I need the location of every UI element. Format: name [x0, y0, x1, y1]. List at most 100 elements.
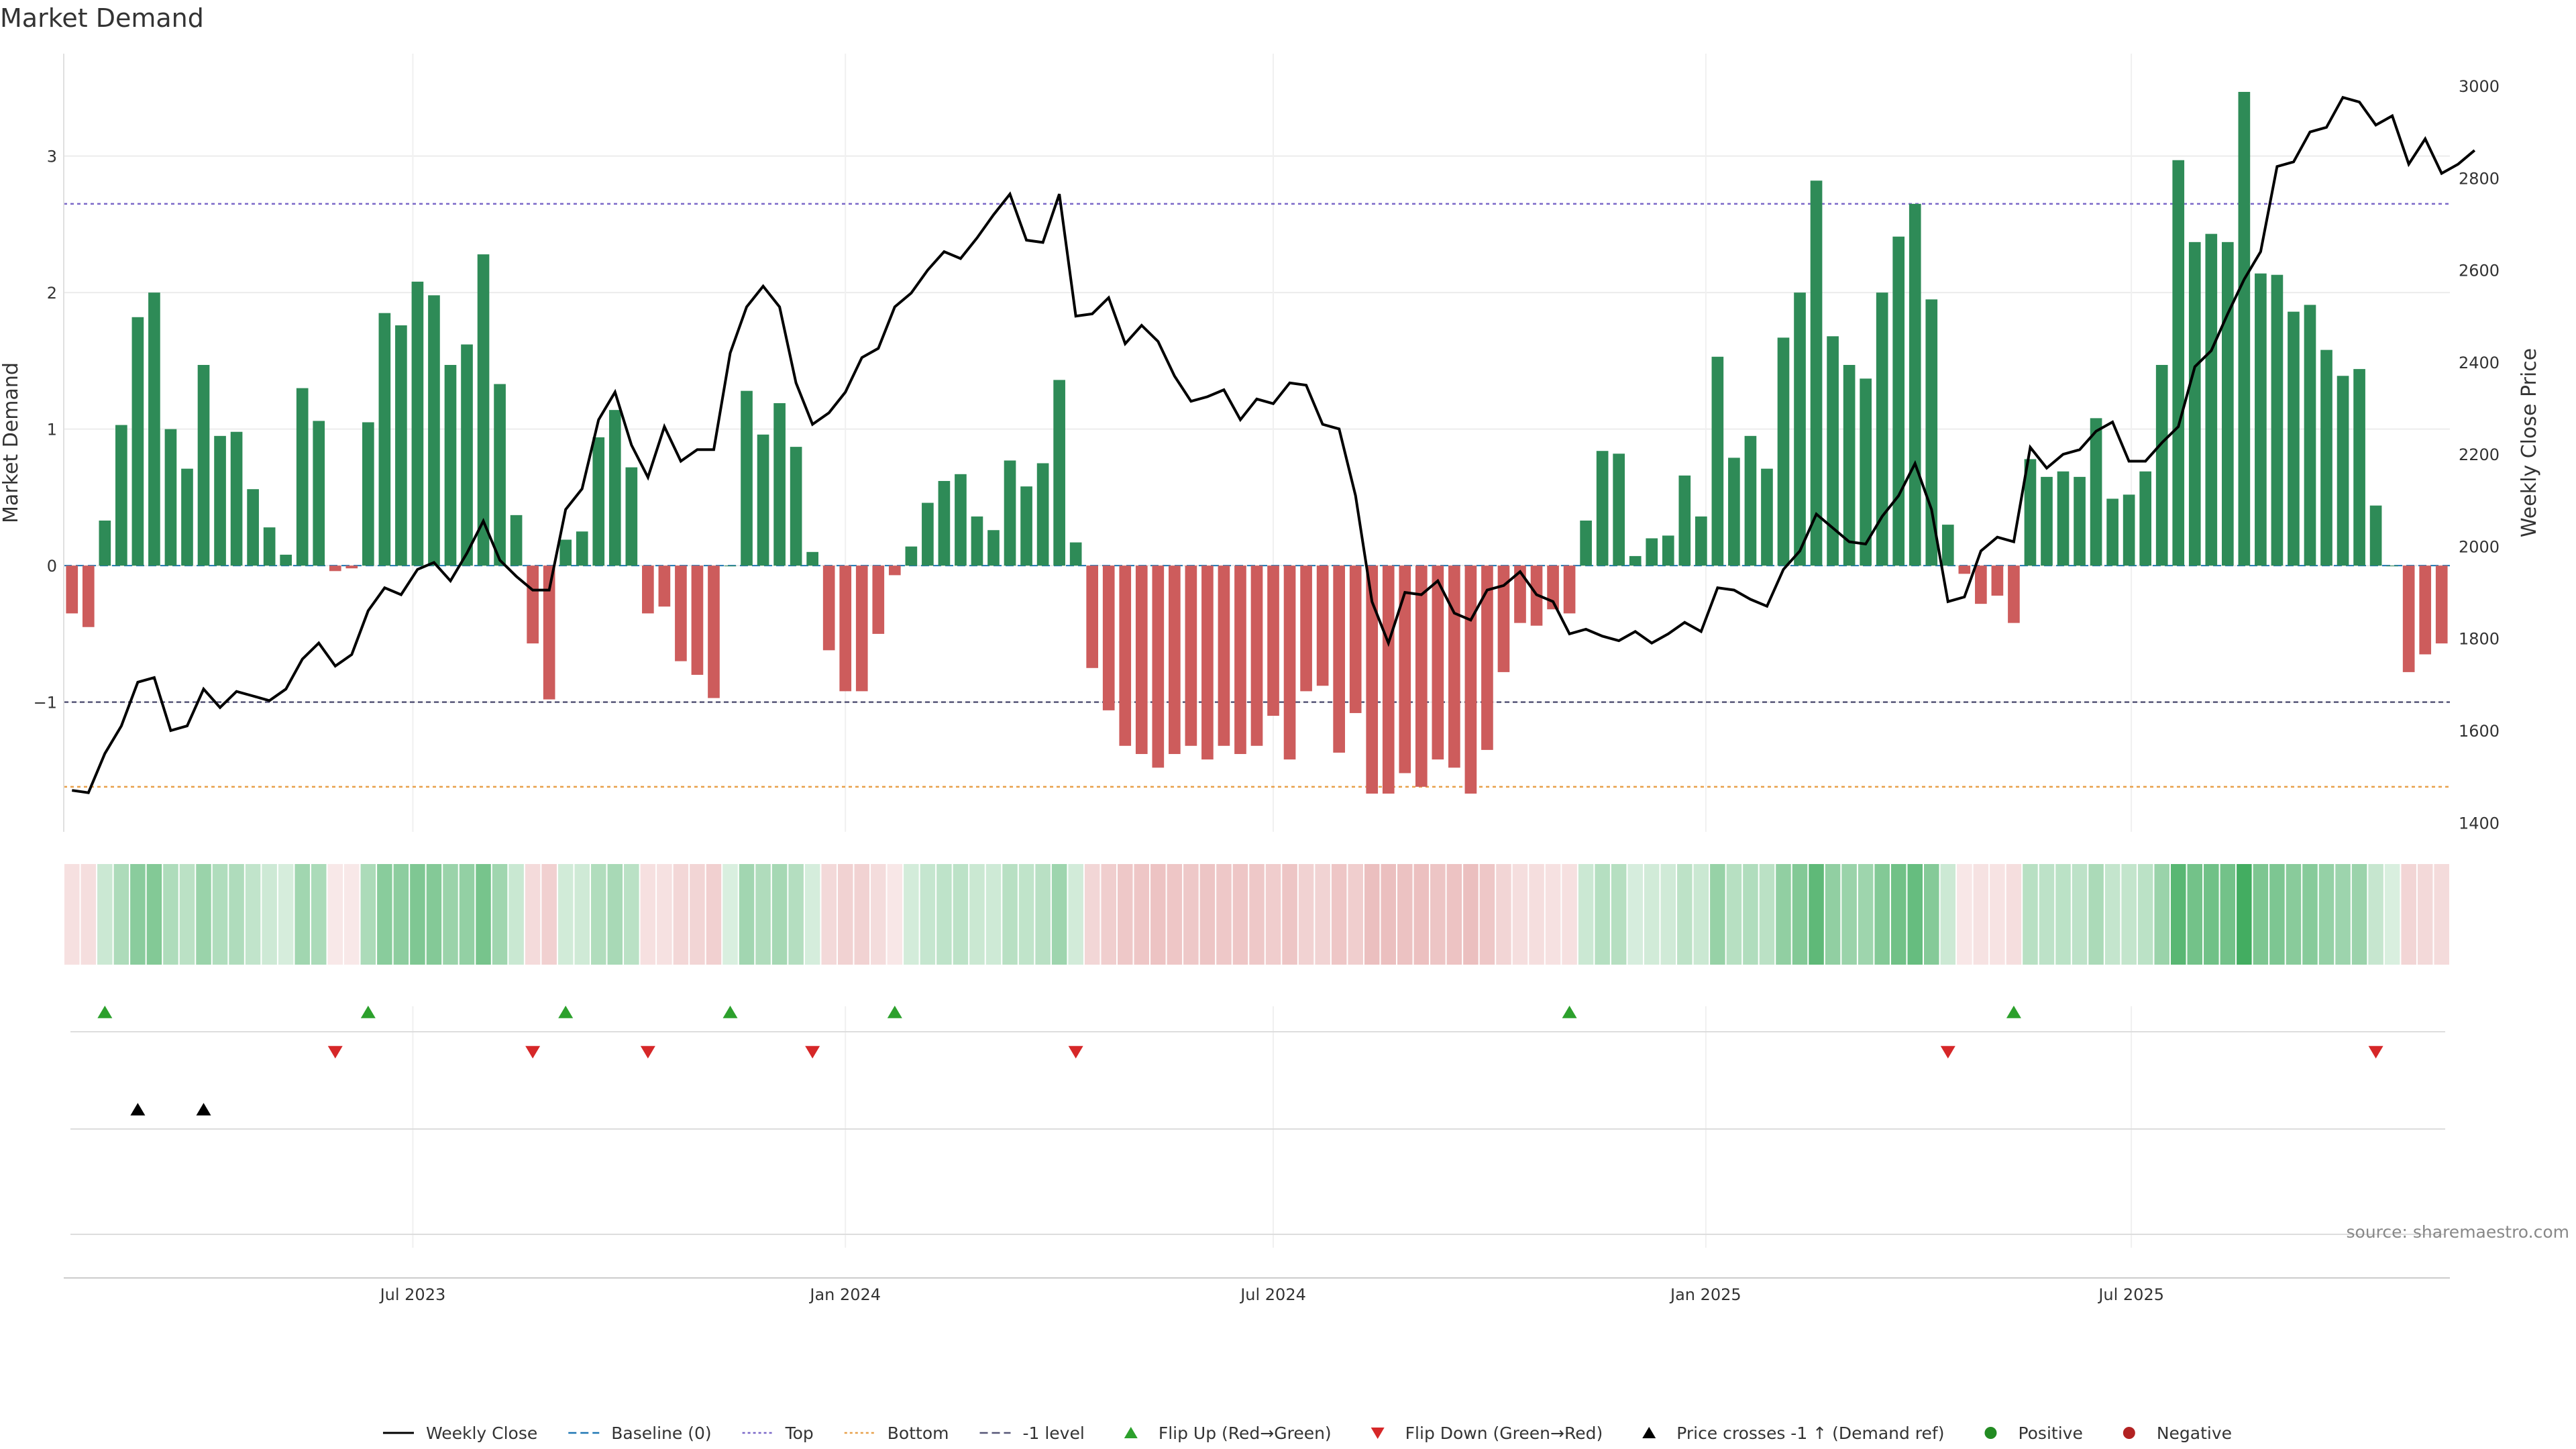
demand-bars [66, 91, 2448, 794]
strip-cell [574, 864, 590, 965]
strip-cell [541, 864, 557, 965]
strip-cell [1101, 864, 1116, 965]
strip-cell [1463, 864, 1479, 965]
strip-cell [1841, 864, 1857, 965]
demand-bar [625, 467, 638, 566]
y-right-tick-label: 3000 [2459, 77, 2500, 96]
demand-bar [757, 434, 769, 566]
demand-bar [2188, 241, 2201, 566]
demand-bar [378, 313, 391, 566]
demand-bar [494, 384, 506, 566]
strip-cell [2121, 864, 2137, 965]
demand-bar [1678, 475, 1691, 566]
price-cross-marker [196, 1103, 211, 1116]
strip-cell [294, 864, 310, 965]
demand-bar [1218, 566, 1230, 746]
strip-cell [624, 864, 639, 965]
demand-bar [1349, 566, 1362, 713]
demand-bar [658, 566, 671, 607]
strip-cell [459, 864, 475, 965]
strip-cell [1479, 864, 1495, 965]
strip-cell [2253, 864, 2269, 965]
demand-bar [1827, 336, 1839, 566]
strip-cell [1364, 864, 1380, 965]
demand-bar [2337, 376, 2349, 566]
y-right-tick-label: 2200 [2459, 445, 2500, 464]
strip-cell [2269, 864, 2285, 965]
strip-cell [1990, 864, 2005, 965]
strip-cell [443, 864, 458, 965]
strip-cell [1051, 864, 1067, 965]
demand-bar [1580, 521, 1592, 566]
strip-cell [1627, 864, 1643, 965]
strip-cell [1545, 864, 1561, 965]
strip-cell [1397, 864, 1413, 965]
demand-bar [790, 447, 802, 566]
strip-cell [2401, 864, 2416, 965]
demand-bar [2304, 305, 2316, 566]
x-tick-label: Jul 2024 [1239, 1285, 1306, 1304]
strip-cell [377, 864, 392, 965]
demand-bar [1941, 525, 1954, 566]
strip-cell [771, 864, 788, 965]
strip-cell [2237, 864, 2252, 965]
demand-bar [839, 566, 852, 692]
legend-swatch-tri-down [1371, 1428, 1385, 1439]
demand-bar [2155, 365, 2168, 566]
demand-bar [1563, 566, 1576, 614]
strip-cell [755, 864, 771, 965]
strip-cell [1035, 864, 1051, 965]
flip-up-marker [722, 1006, 738, 1018]
demand-bar [1135, 566, 1148, 754]
strip-cell [722, 864, 738, 965]
strip-cell [1907, 864, 1923, 965]
demand-bar [1366, 566, 1379, 794]
axes: −1 0 1 2 3 1400 1600 1800 2000 2200 2400 2600 2800 30… [34, 54, 2500, 1304]
y-axis-right-title: Weekly Close Price [2518, 348, 2541, 537]
strip-cell [1413, 864, 1430, 965]
strip-cell [179, 864, 195, 965]
demand-bar [1004, 460, 1016, 566]
strip-cell [2318, 864, 2334, 965]
strip-cell [1809, 864, 1824, 965]
demand-bar [444, 365, 457, 566]
demand-bar [1975, 566, 1987, 604]
demand-bar [543, 566, 555, 700]
demand-bar [2057, 471, 2070, 566]
strip-cell [1249, 864, 1265, 965]
demand-bar [1596, 451, 1609, 566]
strip-cell [2137, 864, 2153, 965]
demand-bar [1481, 566, 1493, 750]
demand-bar [691, 566, 704, 675]
demand-bar [527, 566, 539, 644]
strip-cell [393, 864, 409, 965]
demand-bar [2369, 505, 2382, 566]
flip-up-marker [887, 1006, 902, 1018]
strip-cell [1331, 864, 1347, 965]
strip-cell [2220, 864, 2236, 965]
flip-up-marker [1562, 1006, 1577, 1018]
demand-bar [1152, 566, 1165, 768]
demand-bar [1316, 566, 1329, 686]
strip-cell [1759, 864, 1775, 965]
strip-cell [1660, 864, 1676, 965]
strip-cell [196, 864, 211, 965]
source-note: source: sharemaestro.com [2347, 1222, 2570, 1242]
demand-bar [362, 422, 374, 566]
strip-cell [904, 864, 919, 965]
demand-bar [1234, 566, 1246, 754]
strip-cell [2055, 864, 2071, 965]
strip-cell [2154, 864, 2169, 965]
strip-cell [1167, 864, 1183, 965]
x-tick-label: Jan 2025 [1669, 1285, 1741, 1304]
strip-cell [837, 864, 853, 965]
strip-cell [1282, 864, 1297, 965]
strip-cell [590, 864, 606, 965]
strip-cell [508, 864, 524, 965]
demand-bar [66, 566, 78, 614]
demand-bar [955, 474, 967, 566]
demand-bar [855, 566, 868, 692]
demand-bar [2041, 476, 2053, 566]
strip-cell [2368, 864, 2383, 965]
